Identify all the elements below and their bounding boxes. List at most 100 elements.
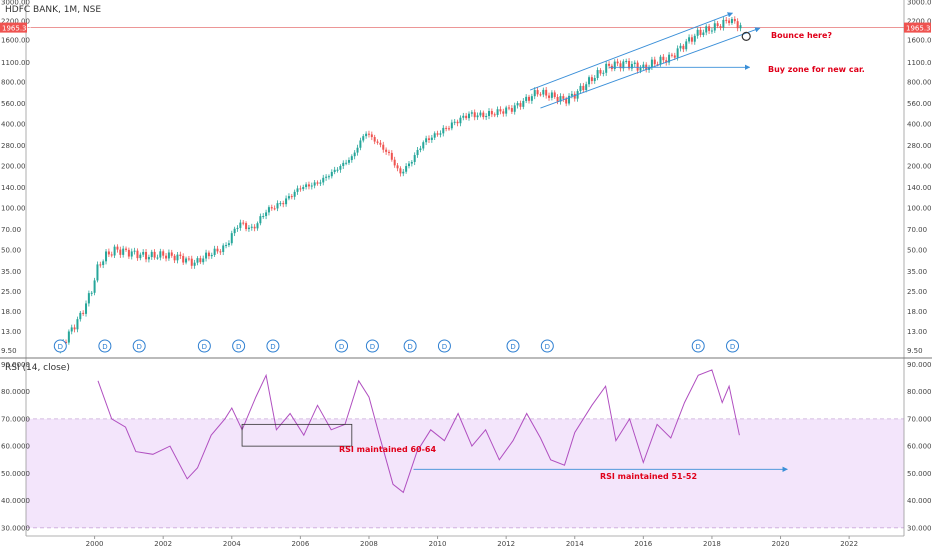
candle-body [442,127,445,134]
candle-body [227,243,230,246]
candle-body [710,30,713,32]
candle-body [416,149,419,156]
candle-body [142,251,145,255]
candle-body [162,251,165,256]
bounce-annotation: Bounce here? [771,31,832,40]
dividend-marker-label: D [236,343,241,351]
candle-body [739,25,742,29]
candle-body [530,96,533,101]
candle-body [256,223,259,229]
drawings[interactable] [241,12,788,472]
candle-body [107,251,110,255]
candle-body [376,141,379,143]
candle-body [682,45,685,50]
candle-body [290,196,293,198]
rsi-arrow-annotation: RSI maintained 51-52 [600,472,697,481]
candle-body [207,252,210,257]
rsi-tick-right: 80.0000 [907,388,932,396]
candle-body [73,327,76,330]
dividend-marker-label: D [136,343,141,351]
candle-body [407,163,410,167]
candle-body [393,159,396,166]
candle-body [279,203,282,205]
price-tick-right: 9.50 [907,347,923,355]
rsi-box [241,423,353,447]
candle-body [613,61,616,70]
candle-body [302,187,305,190]
candle-body [716,23,719,27]
rsi-box-annotation: RSI maintained 60-64 [339,445,436,454]
x-tick-label: 2008 [360,540,378,548]
candle-body [247,227,250,230]
candle-body [582,85,585,91]
candle-body [213,248,216,255]
price-tick-left: 9.50 [1,347,17,355]
candle-body [602,72,605,74]
x-tick-label: 2018 [703,540,721,548]
candle-body [728,20,731,24]
candle-body [67,331,70,343]
candle-body [699,29,702,35]
price-tick-left: 800.00 [1,78,26,86]
candle-body [330,171,333,177]
price-tick-right: 13.00 [907,328,927,336]
price-tick-right: 1100.00 [907,59,932,67]
price-tick-right: 800.00 [907,78,932,86]
rsi-series[interactable] [97,369,740,494]
candle-body [239,222,242,228]
candle-body [139,254,142,259]
candle-body [516,103,519,106]
dividend-marker [437,339,451,353]
candle-body [173,255,176,261]
candle-body [656,64,659,66]
rsi-band [26,418,904,528]
last-price-badge-right-text: 1965.30 [906,25,932,33]
candle-body [316,182,319,184]
candle-body [87,293,90,304]
candle-body [70,327,73,332]
candle-body [347,160,350,163]
dividend-marker [726,339,740,353]
dividend-marker [197,339,211,353]
candle-body [725,19,728,21]
price-tick-right: 3000.00 [907,0,932,7]
rsi-tick-left: 40.0000 [1,497,30,505]
rsi-tick-left: 60.0000 [1,443,30,451]
candle-body [439,133,442,135]
candle-body [733,19,736,22]
candle-body [430,137,433,140]
candle-body [130,251,133,257]
candle-body [599,70,602,74]
candle-body [345,162,348,164]
candle-body [568,95,571,104]
candle-body [356,147,359,153]
candle-body [285,198,288,205]
dividend-marker [403,339,417,353]
candle-body [150,251,153,258]
candle-body [508,107,511,109]
candle-body [676,48,679,58]
candle-body [659,56,662,65]
dividend-marker-label: D [202,343,207,351]
candle-series[interactable] [59,16,742,354]
candle-body [82,312,85,314]
candle-body [422,142,425,149]
candle-body [405,166,408,172]
candle-body [702,32,705,35]
candle-body [705,26,708,33]
candle-body [653,59,656,65]
x-tick-label: 2002 [154,540,172,548]
price-tick-right: 50.00 [907,246,927,254]
price-tick-right: 400.00 [907,120,932,128]
candle-body [379,142,382,145]
candle-body [259,216,262,224]
dividend-marker [53,339,67,353]
dividend-marker [540,339,554,353]
rsi-tick-left: 80.0000 [1,388,30,396]
candle-body [490,111,493,115]
dividend-marker [365,339,379,353]
candle-body [322,177,325,183]
candle-body [96,264,99,281]
